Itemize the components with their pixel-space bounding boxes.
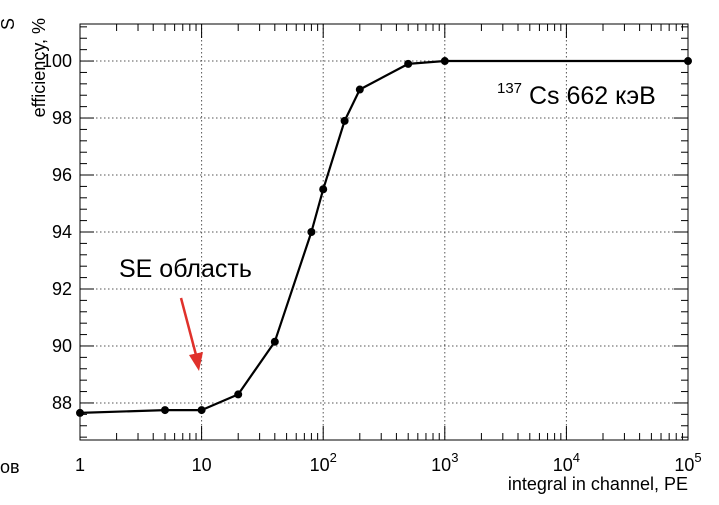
y-axis-title: efficiency, % [29,18,49,117]
grid [80,24,688,440]
data-point [160,406,169,415]
data-point [355,85,364,94]
data-point [270,337,279,346]
y-tick-label: 100 [42,51,72,71]
x-tick-label: 1 [75,455,85,475]
se-region-arrow [179,297,203,371]
data-point [440,57,449,66]
left-edge-fragment: ов [0,457,20,477]
data-point [197,406,206,415]
data-point [307,228,316,236]
x-tick-label: 104 [553,450,580,475]
y-tick-label: 90 [52,336,72,356]
data-point [76,408,84,417]
x-tick-label: 10 [192,455,212,475]
series-line [79,59,688,414]
data-point [234,390,243,399]
tick-labels: 88 90 92 94 96 98 100 1 10 102 103 104 105 [42,51,702,475]
se-region-label: SE область [119,255,252,283]
x-tick-label: 102 [310,450,337,475]
source-isotope-mass: 137 [497,80,522,97]
source-isotope-energy: Cs 662 кэВ [529,82,656,110]
data-point [340,116,349,125]
data-point [319,185,328,194]
x-axis-title: integral in channel, PE [508,474,688,494]
y-axis-title-fragment: S [0,18,18,30]
x-tick-label: 103 [431,450,458,475]
y-tick-label: 94 [52,222,72,242]
y-tick-label: 92 [52,279,72,299]
y-tick-label: 88 [52,393,72,413]
series [76,57,692,417]
y-tick-label: 98 [52,108,72,128]
x-tick-label: 105 [674,450,701,475]
axes [79,23,689,441]
source-annotation: 137 Cs 662 кэВ [497,71,656,110]
y-tick-label: 96 [52,165,72,185]
data-point [684,57,692,66]
data-point [404,59,413,68]
